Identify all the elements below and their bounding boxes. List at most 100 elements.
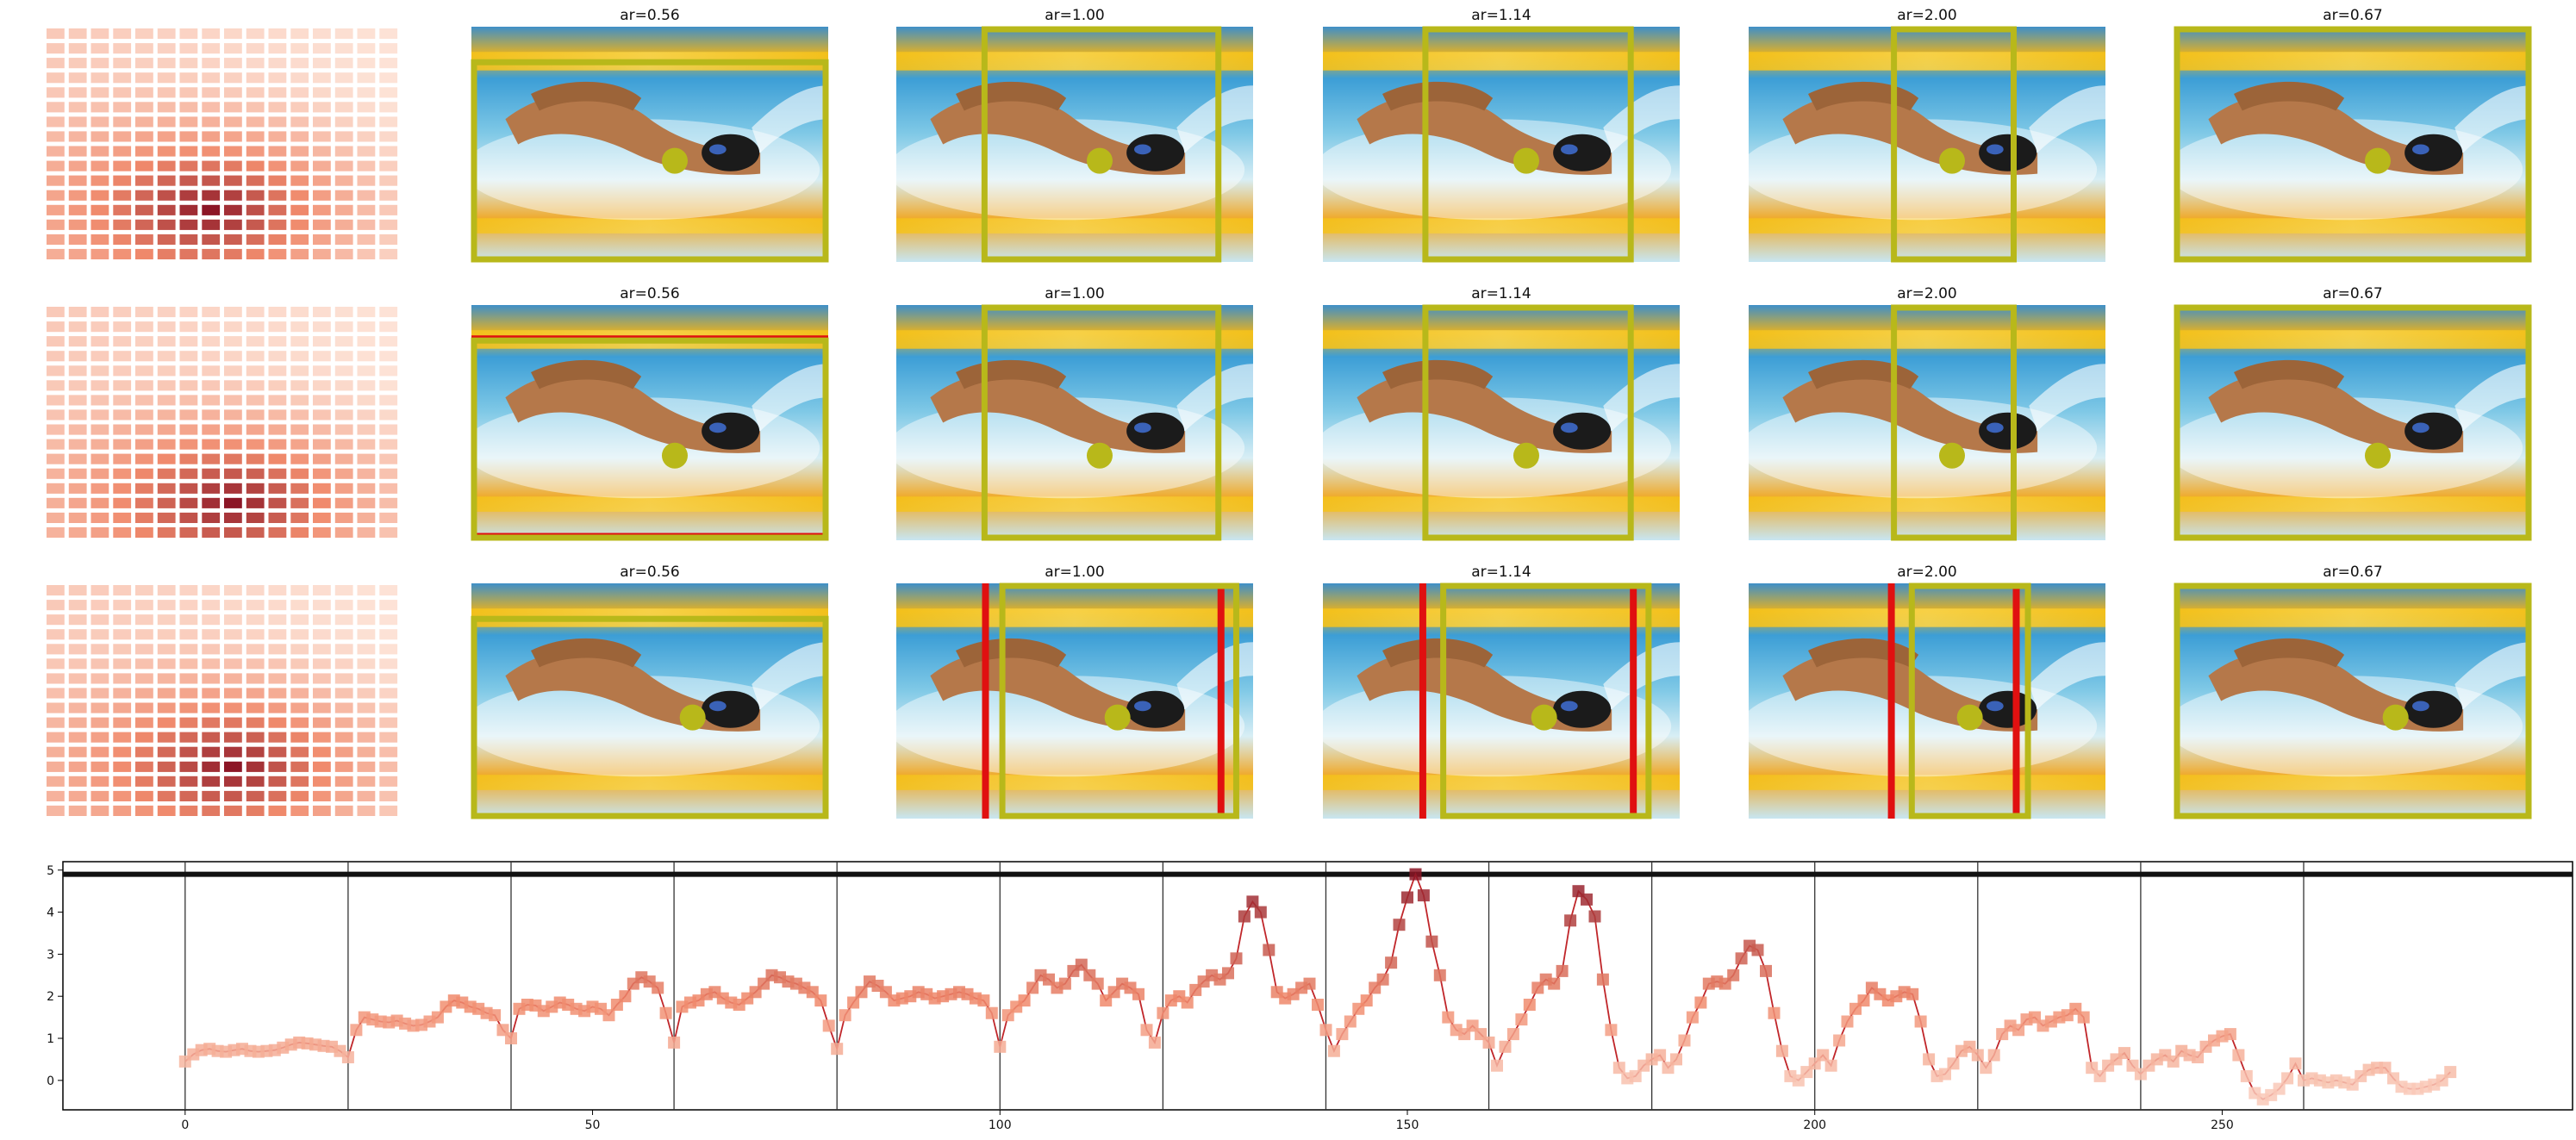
heatmap-cell <box>179 761 198 772</box>
heatmap-cell <box>290 497 309 508</box>
crop-box <box>981 304 1222 541</box>
heatmap-cell <box>47 248 65 259</box>
heatmap-cell <box>157 585 176 596</box>
heatmap-cell <box>135 761 153 772</box>
swimmer-photo <box>1749 27 2105 262</box>
heatmap-cell <box>113 776 132 787</box>
heatmap-cell <box>379 658 398 670</box>
heatmap-cell <box>47 102 65 113</box>
heatmap-cell <box>268 468 287 479</box>
crop-box <box>2174 304 2532 541</box>
heatmap-cell <box>379 131 398 142</box>
heatmap-cell <box>357 761 376 772</box>
data-point <box>1694 996 1707 1009</box>
heatmap-cell <box>179 160 198 171</box>
data-point <box>652 981 664 994</box>
heatmap-cell <box>47 526 65 538</box>
heatmap-cell <box>379 439 398 450</box>
heatmap-cell <box>157 512 176 523</box>
heatmap-cell <box>135 190 153 201</box>
heatmap-cell <box>68 512 87 523</box>
heatmap-cell <box>113 409 132 420</box>
heatmap-cell <box>357 175 376 186</box>
heatmap-cell <box>113 58 132 69</box>
photo-panel-r1-1: ar=0.56 <box>471 7 829 263</box>
photo-panel-r3-3: ar=1.14 <box>1323 564 1680 819</box>
heatmap-cell <box>246 761 265 772</box>
heatmap-cell <box>334 190 353 201</box>
heatmap-cell <box>246 102 265 113</box>
heatmap-cell <box>157 453 176 464</box>
heatmap-cell <box>357 102 376 113</box>
heatmap-cell <box>90 351 109 362</box>
heatmap-cell <box>357 409 376 420</box>
heatmap-cell <box>68 87 87 98</box>
heatmap-cell <box>379 28 398 40</box>
heatmap-cell <box>268 116 287 128</box>
heatmap-cell <box>224 160 242 171</box>
heatmap-cell <box>334 702 353 713</box>
heatmap-cell <box>135 424 153 435</box>
heatmap-cell <box>334 776 353 787</box>
heatmap-cell <box>202 146 221 157</box>
heatmap-cell <box>313 395 331 406</box>
heatmap-cell <box>157 409 176 420</box>
heatmap-cell <box>379 585 398 596</box>
heatmap-cell <box>202 776 221 787</box>
heatmap-cell <box>246 468 265 479</box>
swimmer-photo <box>1323 583 1680 819</box>
heatmap-cell <box>90 439 109 450</box>
heatmap-cell <box>47 688 65 699</box>
heatmap-cell <box>135 746 153 757</box>
heatmap-cell <box>268 746 287 757</box>
heatmap-cell <box>135 321 153 333</box>
attention-dot <box>1956 704 1983 731</box>
x-tick-label: 250 <box>2211 1118 2234 1132</box>
heatmap-cell <box>179 600 198 611</box>
heatmap-cell <box>379 146 398 157</box>
heatmap-cell <box>90 131 109 142</box>
heatmap-cell <box>334 688 353 699</box>
heatmap-cell <box>246 204 265 215</box>
heatmap-cell <box>113 732 132 743</box>
heatmap-cell <box>90 248 109 259</box>
heatmap-cell <box>334 717 353 728</box>
data-point <box>1401 891 1413 904</box>
data-point <box>1385 956 1398 969</box>
data-point <box>1914 1015 1927 1028</box>
heatmap-cell <box>157 146 176 157</box>
heatmap-cell <box>113 131 132 142</box>
heatmap-cell <box>357 395 376 406</box>
data-point <box>1987 1049 2000 1062</box>
heatmap-cell <box>179 380 198 391</box>
heatmap-cell <box>90 629 109 640</box>
heatmap-cell <box>313 43 331 54</box>
data-point <box>2118 1047 2130 1060</box>
heatmap-cell <box>313 732 331 743</box>
heatmap-cell <box>68 146 87 157</box>
heatmap-cell <box>313 761 331 772</box>
heatmap-cell <box>90 87 109 98</box>
heatmap-cell <box>334 629 353 640</box>
heatmap-cell <box>224 87 242 98</box>
heatmap-cell <box>268 351 287 362</box>
data-point <box>1556 964 1569 977</box>
heatmap-cell <box>90 776 109 787</box>
heatmap-cell <box>357 146 376 157</box>
heatmap-cell <box>290 702 309 713</box>
heatmap-cell <box>113 512 132 523</box>
heatmap-cell <box>179 453 198 464</box>
data-point <box>1735 952 1748 965</box>
heatmap-cell <box>334 160 353 171</box>
heatmap-cell <box>334 131 353 142</box>
heatmap-cell <box>290 146 309 157</box>
heatmap-cell <box>157 790 176 801</box>
heatmap-cell <box>157 219 176 230</box>
heatmap-cell <box>47 512 65 523</box>
heatmap-cell <box>68 468 87 479</box>
heatmap-cell <box>313 717 331 728</box>
heatmap-cell <box>68 116 87 128</box>
data-point <box>668 1036 681 1049</box>
heatmap-cell <box>313 307 331 318</box>
